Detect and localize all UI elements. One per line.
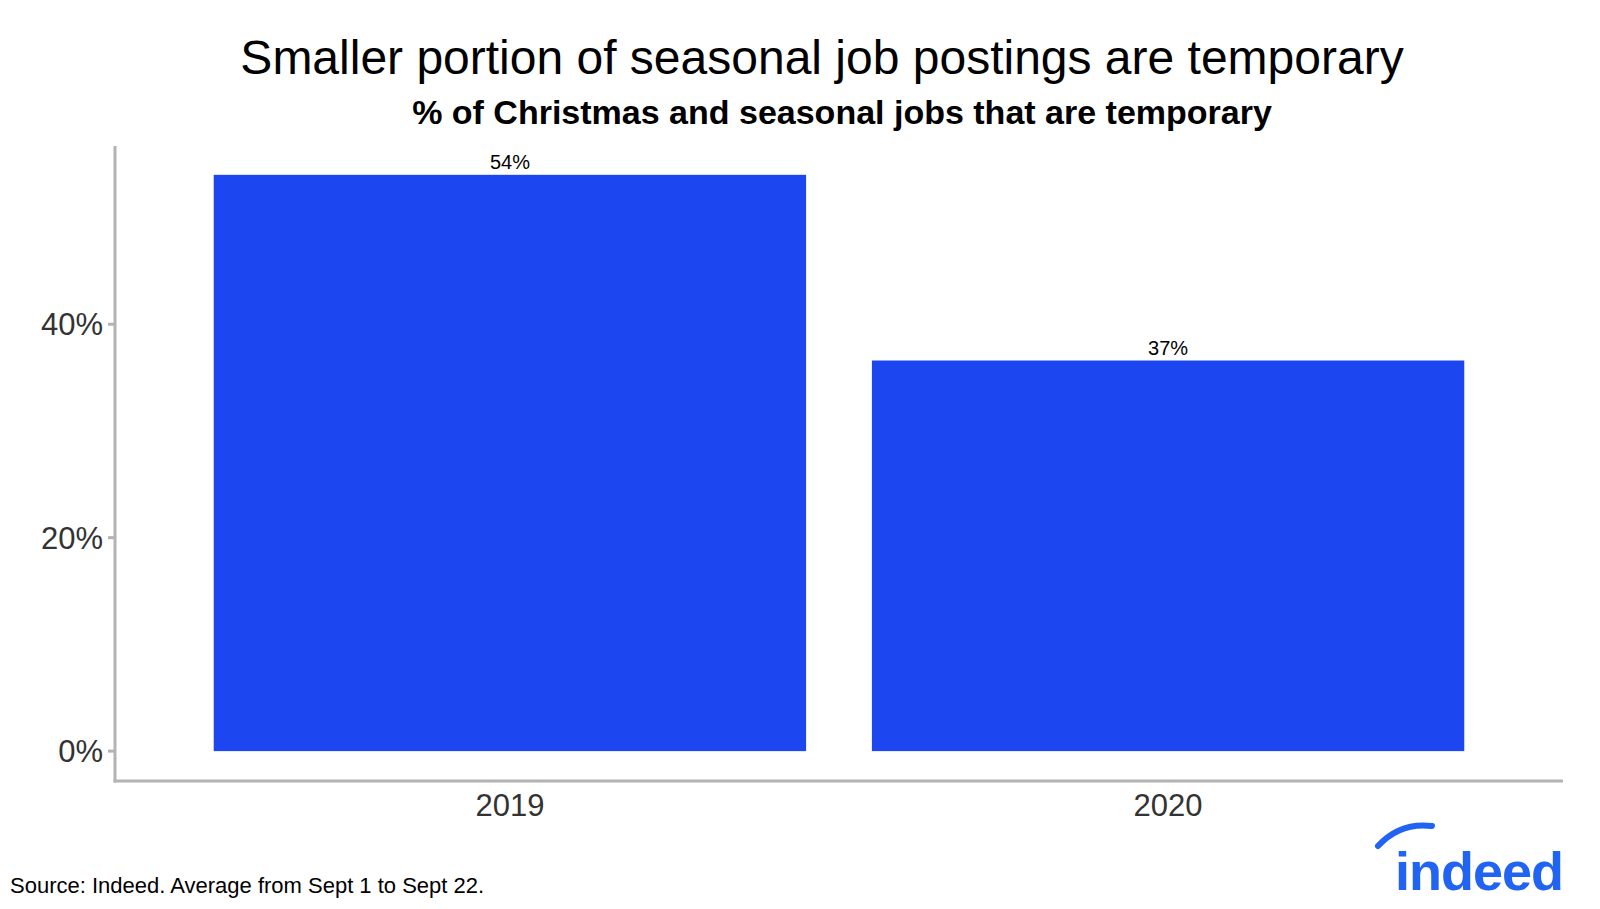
- y-tick-label: 0%: [58, 734, 103, 769]
- chart: Smaller portion of seasonal job postings…: [0, 0, 1600, 909]
- data-label: 54%: [490, 151, 530, 173]
- y-tick-label: 40%: [41, 307, 103, 342]
- x-tick-label: 2020: [1134, 788, 1203, 823]
- logo-arc: [1378, 825, 1432, 846]
- data-label: 37%: [1148, 337, 1188, 359]
- source: Source: Indeed. Average from Sept 1 to S…: [10, 873, 484, 898]
- subtitle: % of Christmas and seasonal jobs that ar…: [412, 93, 1272, 131]
- y-axis: [114, 146, 117, 783]
- bars: [214, 175, 1465, 751]
- bar: [872, 361, 1464, 752]
- y-tick-label: 20%: [41, 521, 103, 556]
- x-axis: [114, 780, 1564, 783]
- x-tick-label: 2019: [475, 788, 544, 823]
- title: Smaller portion of seasonal job postings…: [240, 31, 1403, 84]
- logo: indeed: [1395, 841, 1563, 901]
- bar: [214, 175, 806, 751]
